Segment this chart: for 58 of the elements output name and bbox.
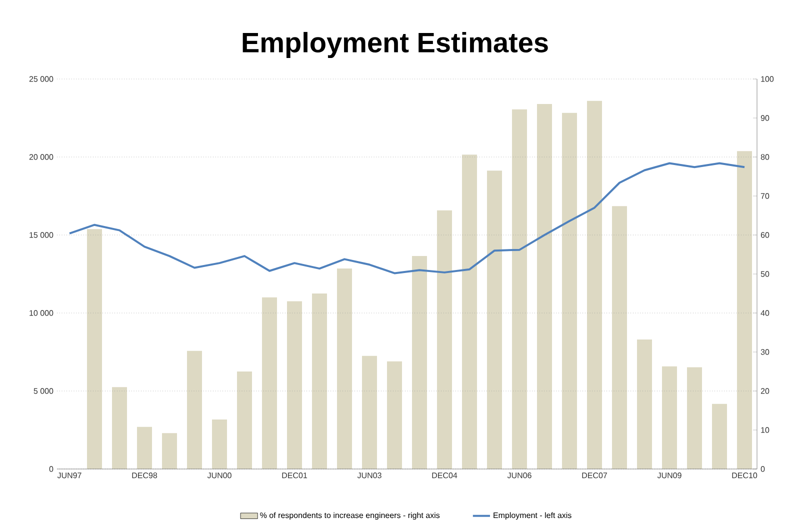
bar xyxy=(637,340,652,469)
x-tick-label: JUN97 xyxy=(57,472,82,478)
y2-tick-label: 30 xyxy=(760,349,770,355)
y-tick-label: 15 000 xyxy=(30,232,54,238)
bar xyxy=(212,419,228,469)
x-tick-label: JUN03 xyxy=(357,472,382,478)
bar xyxy=(587,100,602,469)
bar xyxy=(487,170,502,469)
bar xyxy=(287,301,302,469)
y2-tick-label: 100 xyxy=(761,76,774,82)
bar xyxy=(137,426,152,469)
bar xyxy=(187,350,202,469)
x-tick-label: JUN09 xyxy=(657,472,682,478)
y2-tick-label: 70 xyxy=(760,193,770,199)
bar xyxy=(612,206,628,469)
bar xyxy=(712,404,728,469)
y-tick-label: 5 000 xyxy=(34,388,54,394)
y2-tick-label: 50 xyxy=(760,271,770,277)
bar xyxy=(162,433,178,469)
bar xyxy=(87,229,102,469)
y-tick-label: 10 000 xyxy=(30,310,54,316)
y2-tick-label: 90 xyxy=(760,115,770,121)
legend-label: % of respondents to increase engineers - right axis xyxy=(260,512,440,520)
y-tick-label: 0 xyxy=(49,466,54,472)
x-tick-label: DEC04 xyxy=(432,472,458,478)
line-series xyxy=(68,162,746,274)
bar xyxy=(412,256,428,469)
bar xyxy=(437,210,452,469)
bar xyxy=(737,151,752,469)
bar xyxy=(237,372,252,469)
y2-tick-label: 60 xyxy=(760,232,770,238)
x-tick-label: DEC10 xyxy=(732,472,758,478)
bar xyxy=(337,268,352,469)
y2-tick-label: 10 xyxy=(761,427,770,433)
bar xyxy=(562,112,578,469)
y-tick-label: 25 000 xyxy=(29,76,54,82)
bar xyxy=(662,366,678,469)
bar xyxy=(362,356,378,469)
y2-tick-label: 20 xyxy=(760,388,770,394)
x-tick-label: DEC07 xyxy=(582,472,607,478)
x-tick-label: JUN00 xyxy=(207,472,232,478)
bar xyxy=(537,104,552,469)
bar xyxy=(387,361,402,469)
bar xyxy=(262,297,278,469)
y-tick-label: 20 000 xyxy=(29,154,54,160)
y2-tick-label: 80 xyxy=(760,154,770,160)
x-tick-label: JUN06 xyxy=(507,472,532,478)
bar xyxy=(512,109,528,469)
y2-tick-label: 0 xyxy=(760,466,765,472)
bar xyxy=(312,293,328,469)
y2-tick-label: 40 xyxy=(760,310,770,316)
bar xyxy=(687,367,702,469)
legend-label: Employment - left axis xyxy=(494,512,572,520)
chart-title: Employment Estimates xyxy=(242,32,548,58)
bar xyxy=(112,387,128,469)
x-tick-label: DEC98 xyxy=(132,472,158,478)
x-tick-label: DEC01 xyxy=(282,472,308,478)
bar xyxy=(462,154,478,469)
